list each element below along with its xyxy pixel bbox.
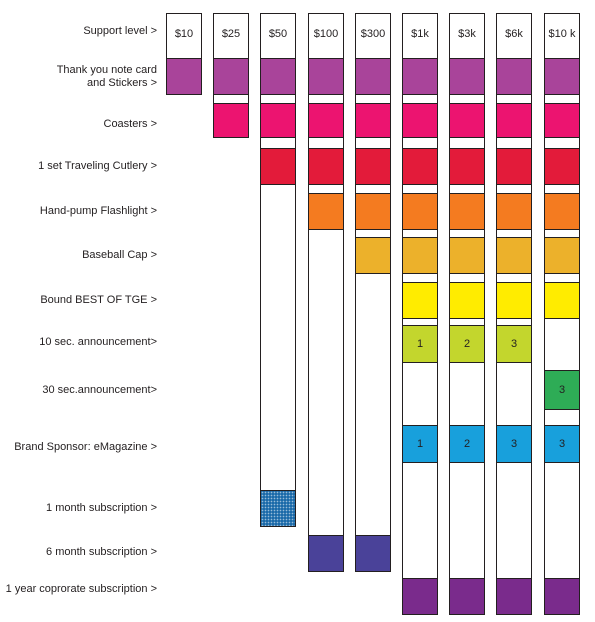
benefit-cell-bound-best-of-tge-1k [402,282,438,319]
tier-column-50: $50 [260,13,296,527]
benefit-cell-brand-sponsor-emagazine-1k: 1 [402,425,438,463]
benefit-cell-1-year-coprorate-subscription-10-k [544,578,580,615]
benefit-cell-1-set-traveling-cutlery-300 [355,148,391,185]
benefit-cell-count: 3 [558,438,566,450]
benefit-cell-1-set-traveling-cutlery-10-k [544,148,580,185]
benefit-cell-thank-you-note-card-and-stickers-10 [166,58,202,95]
benefit-cell-count: 1 [416,338,424,350]
benefit-cell-1-set-traveling-cutlery-50 [260,148,296,185]
benefit-cell-6-month-subscription-300 [355,535,391,572]
benefit-cell-brand-sponsor-emagazine-10-k: 3 [544,425,580,463]
benefit-cell-10-sec-announcement-1k: 1 [402,325,438,363]
benefit-cell-count: 3 [510,338,518,350]
tier-header-10: $10 [174,28,194,40]
benefit-cell-coasters-50 [260,103,296,138]
benefit-cell-count: 3 [558,384,566,396]
benefit-cell-1-set-traveling-cutlery-1k [402,148,438,185]
benefit-cell-10-sec-announcement-3k: 2 [449,325,485,363]
benefit-cell-coasters-10-k [544,103,580,138]
row-label-1-month-subscription: 1 month subscription > [46,501,157,514]
benefit-cell-coasters-300 [355,103,391,138]
benefit-cell-baseball-cap-1k [402,237,438,274]
benefit-cell-hand-pump-flashlight-10-k [544,193,580,230]
row-label-coasters: Coasters > [103,117,158,130]
benefit-cell-thank-you-note-card-and-stickers-300 [355,58,391,95]
benefit-cell-brand-sponsor-emagazine-3k: 2 [449,425,485,463]
benefit-cell-count: 2 [463,338,471,350]
tier-header-300: $300 [360,28,386,40]
row-label-1-set-traveling-cutlery: 1 set Traveling Cutlery > [38,159,157,172]
benefit-cell-hand-pump-flashlight-3k [449,193,485,230]
benefit-cell-thank-you-note-card-and-stickers-100 [308,58,344,95]
benefit-cell-1-set-traveling-cutlery-3k [449,148,485,185]
benefit-cell-thank-you-note-card-and-stickers-3k [449,58,485,95]
tier-header-50: $50 [268,28,288,40]
benefit-cell-coasters-3k [449,103,485,138]
row-label-30-sec-announcement: 30 sec.announcement> [42,383,157,396]
benefit-cell-1-set-traveling-cutlery-100 [308,148,344,185]
benefit-cell-1-month-subscription-50 [260,490,296,527]
tier-header-1k: $1k [411,28,429,40]
benefit-cell-coasters-25 [213,103,249,138]
tier-column-300: $300 [355,13,391,572]
benefit-cell-baseball-cap-6k [496,237,532,274]
benefit-cell-1-set-traveling-cutlery-6k [496,148,532,185]
benefit-cell-hand-pump-flashlight-1k [402,193,438,230]
benefit-cell-thank-you-note-card-and-stickers-10-k [544,58,580,95]
tier-header-3k: $3k [458,28,476,40]
tier-header-10-k: $10 k [548,28,576,40]
benefit-cell-thank-you-note-card-and-stickers-1k [402,58,438,95]
benefit-cell-30-sec-announcement-10-k: 3 [544,370,580,410]
benefit-cell-bound-best-of-tge-3k [449,282,485,319]
benefit-cell-thank-you-note-card-and-stickers-25 [213,58,249,95]
tier-header-100: $100 [313,28,339,40]
benefit-cell-coasters-1k [402,103,438,138]
benefit-cell-1-year-coprorate-subscription-6k [496,578,532,615]
tier-column-100: $100 [308,13,344,572]
benefit-cell-coasters-100 [308,103,344,138]
tier-header-25: $25 [221,28,241,40]
benefit-cell-bound-best-of-tge-10-k [544,282,580,319]
benefit-cell-hand-pump-flashlight-100 [308,193,344,230]
row-label-6-month-subscription: 6 month subscription > [46,545,157,558]
benefit-cell-thank-you-note-card-and-stickers-50 [260,58,296,95]
row-label-bound-best-of-tge: Bound BEST OF TGE > [40,293,157,306]
support-level-header-label: Support level > [83,25,157,37]
benefit-cell-count: 3 [510,438,518,450]
benefit-cell-thank-you-note-card-and-stickers-6k [496,58,532,95]
benefit-cell-baseball-cap-300 [355,237,391,274]
row-label-thank-you-note-card-and-stickers: Thank you note card and Stickers > [56,64,157,89]
row-label-hand-pump-flashlight: Hand-pump Flashlight > [39,204,157,217]
benefit-cell-baseball-cap-3k [449,237,485,274]
benefit-cell-baseball-cap-10-k [544,237,580,274]
benefit-cell-1-year-coprorate-subscription-1k [402,578,438,615]
row-label-brand-sponsor-emagazine: Brand Sponsor: eMagazine > [14,440,157,453]
benefit-cell-count: 1 [416,438,424,450]
benefit-cell-6-month-subscription-100 [308,535,344,572]
benefit-cell-count: 2 [463,438,471,450]
benefit-cell-hand-pump-flashlight-300 [355,193,391,230]
benefit-cell-bound-best-of-tge-6k [496,282,532,319]
benefit-cell-hand-pump-flashlight-6k [496,193,532,230]
row-label-1-year-coprorate-subscription: 1 year coprorate subscription > [5,582,157,595]
benefit-cell-brand-sponsor-emagazine-6k: 3 [496,425,532,463]
benefit-cell-coasters-6k [496,103,532,138]
benefit-cell-1-year-coprorate-subscription-3k [449,578,485,615]
row-label-10-sec-announcement: 10 sec. announcement> [39,335,157,348]
benefit-cell-10-sec-announcement-6k: 3 [496,325,532,363]
row-label-baseball-cap: Baseball Cap > [82,248,157,261]
tier-header-6k: $6k [505,28,523,40]
